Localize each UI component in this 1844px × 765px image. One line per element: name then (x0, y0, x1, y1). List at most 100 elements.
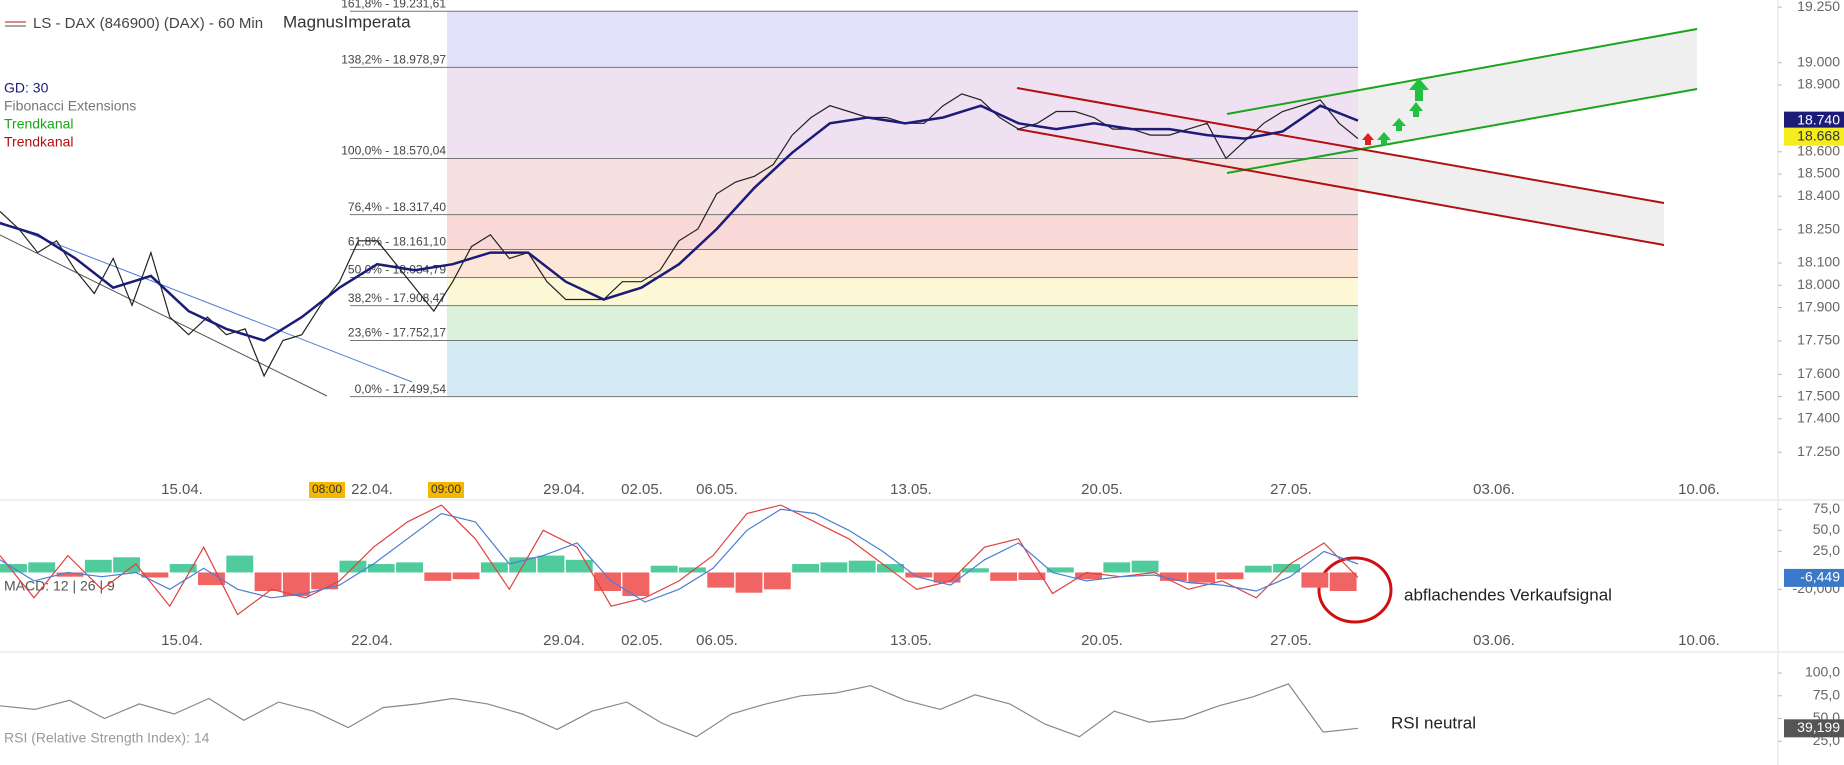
histogram-bar (735, 572, 763, 593)
y-tick-label: 19.000 (1797, 53, 1840, 69)
time-marker-label: 09:00 (431, 482, 461, 496)
arrow (1362, 133, 1374, 145)
fib-label: 61,8% - 18.161,10 (348, 235, 446, 249)
value-box (1784, 568, 1844, 587)
histogram-bar (424, 572, 452, 581)
arrow (1377, 132, 1391, 145)
histogram-bar (792, 564, 820, 573)
histogram-bar (1046, 567, 1074, 573)
x-tick-label: 03.06. (1473, 481, 1515, 498)
channel-shade (1358, 29, 1697, 150)
y-tick-label: 19.250 (1797, 0, 1840, 14)
histogram-bar (1131, 560, 1159, 573)
x-tick-label: 15.04. (161, 632, 203, 649)
fib-label: 138,2% - 18.978,97 (341, 53, 446, 67)
y-tick-label: 17.750 (1797, 332, 1840, 348)
x-tick-label: 06.05. (696, 481, 738, 498)
trend-line (1226, 28, 1698, 115)
y-tick-label: 17.900 (1797, 298, 1840, 314)
y-tick-label: 25,0 (1813, 542, 1840, 558)
histogram-bar (1301, 572, 1329, 588)
fib-label: 76,4% - 18.317,40 (348, 200, 446, 214)
histogram-bar (877, 564, 904, 573)
y-tick-label: 18.600 (1797, 142, 1840, 158)
histogram-bar (990, 572, 1018, 581)
y-tick-label: 18.900 (1797, 76, 1840, 92)
x-tick-label: 20.05. (1081, 481, 1123, 498)
x-tick-label: 10.06. (1678, 632, 1720, 649)
histogram-bar (113, 557, 141, 573)
histogram-bar (169, 564, 197, 573)
fib-band (447, 11, 1358, 68)
x-tick-label: 13.05. (890, 481, 932, 498)
x-tick-label: 13.05. (890, 632, 932, 649)
y-tick-label: 17.400 (1797, 410, 1840, 426)
author: MagnusImperata (283, 12, 411, 31)
trend-line (0, 234, 328, 397)
annotation: RSI neutral (1391, 713, 1476, 732)
histogram-bar (961, 568, 989, 573)
x-tick-label: 22.04. (351, 481, 393, 498)
time-marker (309, 482, 345, 498)
fibonacci-bands (350, 10, 1358, 398)
legend-entry: GD: 30 (4, 80, 49, 96)
y-tick-label: 17.600 (1797, 365, 1840, 381)
y-tick-label: 18.500 (1797, 165, 1840, 181)
signal-line (0, 508, 1359, 603)
fib-band (447, 214, 1358, 250)
time-marker-label: 08:00 (312, 482, 342, 496)
y-tick-label: 100,0 (1805, 664, 1840, 680)
fib-band (447, 67, 1358, 159)
histogram-bar (1075, 572, 1102, 580)
y-tick-label: 50,0 (1813, 521, 1840, 537)
fib-band (447, 249, 1358, 278)
annotation-circle (1317, 556, 1393, 624)
y-tick-label: 18.250 (1797, 220, 1840, 236)
histogram-bar (537, 555, 565, 573)
fib-label: 38,2% - 17.908,47 (348, 291, 446, 305)
x-tick-label: 22.04. (351, 632, 393, 649)
histogram-bar (1159, 572, 1187, 581)
y-tick-label: 18.100 (1797, 254, 1840, 270)
channel-shade (1358, 149, 1664, 245)
y-tick-label: 18.000 (1797, 276, 1840, 292)
legend-entry: Fibonacci Extensions (4, 98, 136, 114)
trend-line (1226, 88, 1698, 174)
value-box (1784, 719, 1844, 738)
histogram-bar (933, 572, 961, 583)
x-tick-label: 06.05. (696, 632, 738, 649)
fib-label: 23,6% - 17.752,17 (348, 326, 446, 340)
moving-average (0, 104, 1359, 342)
histogram-bar (28, 562, 56, 573)
value-box-label: 18.668 (1797, 127, 1840, 143)
fib-label: 100,0% - 18.570,04 (341, 144, 446, 158)
y-tick-label: 75,0 (1813, 500, 1840, 516)
histogram-bar (1018, 572, 1046, 581)
arrow (1392, 118, 1406, 131)
rsi-line (0, 683, 1359, 738)
histogram-bar (282, 572, 310, 597)
x-tick-label: 27.05. (1270, 632, 1312, 649)
macd-line (0, 504, 1359, 616)
fib-label: 161,8% - 19.231,61 (341, 0, 446, 10)
histogram-bar (707, 572, 735, 588)
time-marker (428, 482, 464, 498)
histogram-bar (1244, 565, 1272, 573)
histogram-bar (650, 565, 678, 573)
histogram-bar (848, 560, 876, 573)
indicator-label: RSI (Relative Strength Index): 14 (4, 730, 210, 746)
fib-band (447, 305, 1358, 341)
x-tick-label: 29.04. (543, 481, 585, 498)
histogram-bar (1103, 562, 1131, 573)
histogram-bar (452, 572, 480, 580)
x-tick-label: 03.06. (1473, 632, 1515, 649)
x-tick-label: 27.05. (1270, 481, 1312, 498)
annotation: abflachendes Verkaufsignal (1404, 585, 1612, 604)
y-tick-label: 17.250 (1797, 443, 1840, 459)
legend-entry: Trendkanal (4, 116, 74, 132)
histogram-bar (1188, 572, 1216, 583)
value-box-label: 39,199 (1797, 719, 1840, 735)
histogram-bar (1329, 572, 1357, 592)
fib-band (447, 340, 1358, 397)
